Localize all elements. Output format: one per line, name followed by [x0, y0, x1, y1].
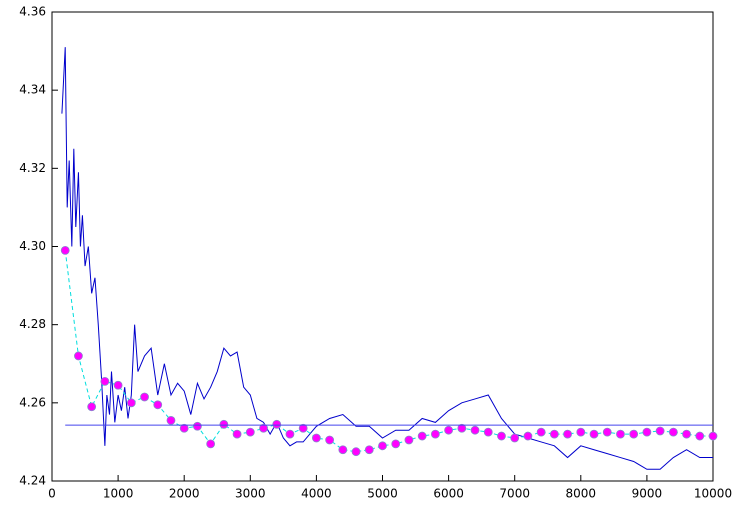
y-tick-label: 4.34 [19, 83, 46, 97]
y-tick-label: 4.26 [19, 395, 46, 409]
series-marker [536, 427, 546, 437]
x-tick-label: 10000 [694, 487, 732, 501]
series-marker [549, 429, 559, 439]
series-marker [589, 429, 599, 439]
series-marker [430, 429, 440, 439]
series-marker [404, 435, 414, 445]
series-marker [457, 423, 467, 433]
series-marker [285, 429, 295, 439]
x-tick-label: 7000 [499, 487, 530, 501]
series-line [64, 250, 713, 453]
series-marker [179, 423, 189, 433]
series-marker [523, 431, 533, 441]
series-marker [364, 445, 374, 455]
y-tick-label: 4.24 [19, 474, 46, 488]
series-marker [206, 439, 216, 449]
series-marker [602, 427, 612, 437]
series-marker [74, 351, 83, 361]
series-marker [576, 427, 586, 437]
series-marker [113, 380, 123, 390]
series-marker [166, 416, 176, 425]
series-marker [87, 402, 97, 412]
series-marker [695, 431, 705, 441]
x-tick-label: 3000 [235, 487, 266, 501]
series-marker [245, 427, 255, 437]
y-tick-label: 4.28 [19, 317, 46, 331]
series-marker [444, 425, 454, 435]
x-tick-label: 8000 [566, 487, 597, 501]
series-marker [417, 431, 427, 441]
series-marker [272, 419, 282, 429]
series-marker [497, 431, 506, 441]
x-tick-label: 2000 [169, 487, 200, 501]
series-marker [298, 423, 308, 433]
series-marker [60, 246, 70, 255]
series-marker [193, 421, 202, 431]
series-marker [470, 425, 480, 435]
series-marker [391, 439, 401, 449]
y-tick-label: 4.36 [19, 5, 46, 19]
series-marker [510, 433, 520, 443]
series-marker [325, 435, 335, 445]
series-marker [378, 441, 387, 451]
series-marker [563, 429, 572, 439]
series-marker [629, 429, 639, 439]
series-marker [219, 419, 229, 429]
x-tick-label: 9000 [632, 487, 663, 501]
series-marker [259, 423, 268, 433]
plot-frame [51, 11, 714, 482]
series-marker [616, 429, 625, 439]
series-marker [668, 427, 678, 437]
series-marker [708, 431, 718, 441]
series-marker [483, 427, 493, 437]
series-marker [682, 429, 691, 439]
x-tick-label: 1000 [103, 487, 134, 501]
series-marker [126, 398, 136, 408]
y-tick-label: 4.30 [19, 239, 46, 253]
y-tick-label: 4.32 [19, 161, 46, 175]
x-tick-label: 6000 [433, 487, 464, 501]
series-marker [351, 447, 361, 457]
series-marker [140, 392, 149, 402]
series-marker [655, 426, 665, 436]
x-tick-label: 4000 [301, 487, 332, 501]
series-marker [232, 429, 242, 439]
x-tick-label: 5000 [367, 487, 398, 501]
series-marker [642, 427, 652, 437]
series-marker [311, 433, 321, 443]
series-marker [153, 400, 163, 410]
x-tick-label: 0 [48, 487, 56, 501]
series-marker [100, 376, 110, 386]
series-marker [338, 445, 348, 455]
